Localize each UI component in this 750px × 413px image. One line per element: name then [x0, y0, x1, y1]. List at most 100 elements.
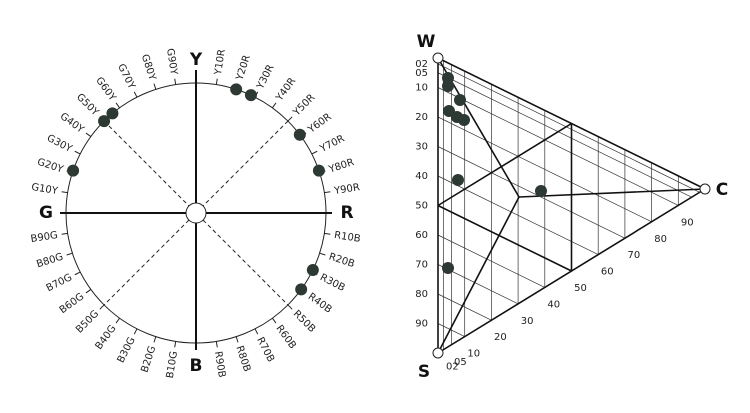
- hue-label: B60G: [58, 291, 87, 316]
- hue-tick: [133, 328, 138, 335]
- chromaticness-label: 70: [628, 250, 641, 261]
- hue-label: R80B: [234, 345, 253, 374]
- hue-label: B20G: [140, 345, 159, 374]
- chromaticness-label: 40: [547, 299, 560, 310]
- hue-label: R30B: [318, 272, 347, 294]
- pole-label: R: [340, 203, 353, 223]
- chromaticness-label: 90: [681, 217, 694, 228]
- hue-label: G50Y: [74, 92, 101, 119]
- hue-tick: [115, 102, 120, 109]
- pole-label: B: [190, 356, 203, 376]
- color-sample: [454, 94, 466, 106]
- corner-label: C: [716, 180, 728, 200]
- hue-tick: [174, 341, 177, 348]
- hue-label: B70G: [45, 272, 74, 294]
- hue-label: Y30R: [255, 63, 277, 92]
- hue-label: R10B: [333, 230, 361, 245]
- hue-tick: [215, 341, 218, 348]
- hue-label: Y90R: [333, 182, 361, 197]
- blackness-label: 60: [415, 230, 428, 241]
- inner-line: [437, 122, 572, 207]
- hue-label: Y80R: [327, 157, 356, 176]
- hue-tick: [74, 150, 81, 155]
- hue-label: G70Y: [115, 62, 137, 91]
- chromaticness-label: 50: [574, 283, 587, 294]
- color-sample: [230, 83, 243, 96]
- hue-tick: [324, 232, 331, 235]
- inner-line: [437, 204, 572, 272]
- color-sample: [442, 80, 454, 92]
- blackness-label: 70: [415, 260, 428, 271]
- hue-tick: [85, 289, 92, 294]
- hue-tick: [235, 336, 239, 343]
- pole-label: G: [39, 203, 53, 223]
- chromaticness-label: 60: [601, 267, 614, 278]
- hue-tick: [153, 336, 157, 343]
- hue-label: B10G: [165, 350, 180, 379]
- color-sample: [98, 115, 111, 128]
- grid-line: [437, 63, 700, 193]
- inner-line: [518, 188, 706, 198]
- blackness-label: 20: [415, 112, 428, 123]
- color-sample: [452, 174, 464, 186]
- color-sample: [535, 185, 547, 197]
- center: [185, 202, 207, 224]
- hue-tick: [287, 304, 293, 310]
- diagonal: [103, 120, 289, 306]
- hue-label: B40G: [94, 323, 119, 352]
- blackness-label: 10: [415, 83, 428, 94]
- hue-tick: [324, 191, 331, 194]
- blackness-label: 90: [415, 319, 428, 330]
- chromaticness-label: 80: [654, 234, 667, 245]
- hue-tick: [85, 132, 92, 137]
- chromaticness-label: 20: [494, 332, 507, 343]
- hue-tick: [174, 78, 177, 85]
- color-sample: [106, 107, 119, 120]
- hue-label: B50G: [74, 308, 101, 335]
- hue-label: R50B: [291, 308, 318, 335]
- nuance-triangle: W S C 0205102030405060708090020510203040…: [415, 32, 728, 382]
- chromaticness-label: 02: [446, 362, 459, 373]
- hue-label: R90B: [212, 350, 227, 378]
- blackness-label: 02: [415, 59, 428, 70]
- hue-label: Y20R: [234, 54, 253, 83]
- hue-tick: [99, 304, 105, 310]
- hue-label: R70B: [254, 335, 276, 364]
- grid-line: [437, 293, 492, 321]
- hue-tick: [61, 191, 68, 194]
- hue-label: G80Y: [139, 53, 158, 83]
- hue-label: G40Y: [58, 111, 87, 136]
- hue-tick: [66, 252, 73, 256]
- chromaticness-label: 10: [467, 349, 480, 360]
- hue-label: G90Y: [164, 48, 179, 77]
- hue-label: R60B: [273, 323, 298, 351]
- grid-line: [437, 72, 692, 198]
- blackness-label: 30: [415, 142, 428, 153]
- hue-tick: [287, 116, 293, 122]
- hue-label: B90G: [30, 230, 59, 245]
- hue-tick: [311, 150, 318, 155]
- hue-label: G60Y: [93, 75, 118, 104]
- hue-label: R20B: [327, 252, 356, 271]
- hue-label: Y70R: [318, 133, 347, 155]
- color-sample: [244, 89, 257, 102]
- hue-tick: [61, 232, 68, 235]
- grid-line: [437, 146, 626, 239]
- corner-marker: [699, 183, 711, 195]
- blackness-label: 40: [415, 171, 428, 182]
- color-sample: [442, 262, 454, 274]
- pole-label: Y: [189, 50, 203, 70]
- corner-marker: [432, 347, 444, 359]
- hue-label: Y50R: [291, 92, 318, 119]
- hue-label: G20Y: [36, 157, 66, 176]
- blackness-label: 05: [415, 68, 428, 79]
- corner-label: S: [418, 362, 430, 382]
- hue-tick: [272, 317, 277, 324]
- chromaticness-label: 30: [521, 316, 534, 327]
- corner-marker: [432, 52, 444, 64]
- hue-label: Y10R: [213, 48, 228, 76]
- hue-label: R40B: [306, 291, 334, 316]
- diagonal: [103, 120, 289, 306]
